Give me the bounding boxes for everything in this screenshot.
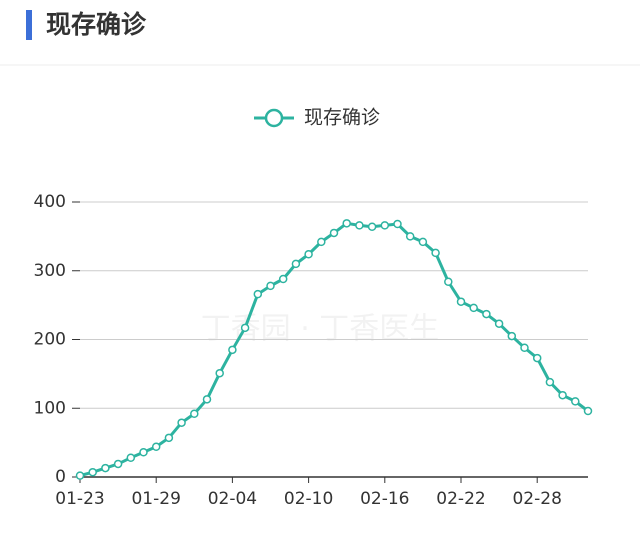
x-tick-label: 02-22 — [436, 489, 485, 509]
point — [444, 277, 453, 286]
point — [367, 222, 377, 231]
point — [215, 368, 224, 378]
point — [164, 433, 174, 443]
line — [79, 221, 589, 478]
point — [317, 237, 326, 247]
point — [228, 345, 237, 355]
point — [240, 323, 250, 333]
point — [139, 448, 148, 457]
point — [355, 221, 364, 230]
point — [202, 395, 212, 404]
legend-marker — [264, 108, 284, 128]
point — [405, 232, 415, 241]
point — [393, 219, 402, 229]
x-tick-label: 02-28 — [512, 489, 561, 509]
point — [583, 406, 593, 416]
point — [88, 467, 97, 477]
point — [456, 297, 466, 306]
point — [253, 289, 263, 299]
x-tick-label: 02-16 — [360, 489, 409, 509]
point — [494, 319, 504, 328]
legend: 现存确诊 — [254, 107, 380, 129]
chart-title: 现存确诊 — [46, 10, 147, 39]
point — [75, 471, 85, 480]
x-tick-label: 02-04 — [208, 489, 257, 509]
point — [342, 219, 351, 228]
point — [278, 274, 288, 284]
point — [101, 463, 110, 473]
point — [418, 237, 428, 247]
point — [190, 409, 199, 418]
point — [177, 418, 186, 427]
x-tick-label: 01-23 — [55, 489, 104, 509]
x-tick-label: 02-10 — [284, 489, 333, 509]
point — [545, 377, 555, 387]
watermark: 丁香园 · 丁香医生 — [201, 312, 440, 347]
point — [532, 353, 542, 363]
point — [113, 459, 123, 469]
y-tick-label: 200 — [34, 330, 66, 350]
y-tick-label: 100 — [34, 398, 66, 418]
y-tick-label: 400 — [34, 192, 66, 212]
point — [151, 442, 161, 451]
point — [380, 221, 390, 230]
point — [558, 390, 567, 400]
point — [571, 397, 580, 406]
point — [469, 303, 478, 313]
point — [304, 250, 313, 259]
point — [266, 281, 275, 291]
x-tick-label: 01-29 — [131, 489, 180, 509]
point — [520, 343, 529, 352]
legend-label: 现存确诊 — [304, 107, 380, 129]
point — [329, 228, 339, 238]
point — [507, 331, 517, 341]
point — [431, 248, 440, 258]
point — [482, 309, 491, 319]
point — [291, 259, 301, 269]
point — [126, 453, 136, 462]
title-marker — [26, 10, 32, 40]
y-tick-label: 0 — [55, 467, 66, 487]
y-tick-label: 300 — [34, 261, 66, 281]
